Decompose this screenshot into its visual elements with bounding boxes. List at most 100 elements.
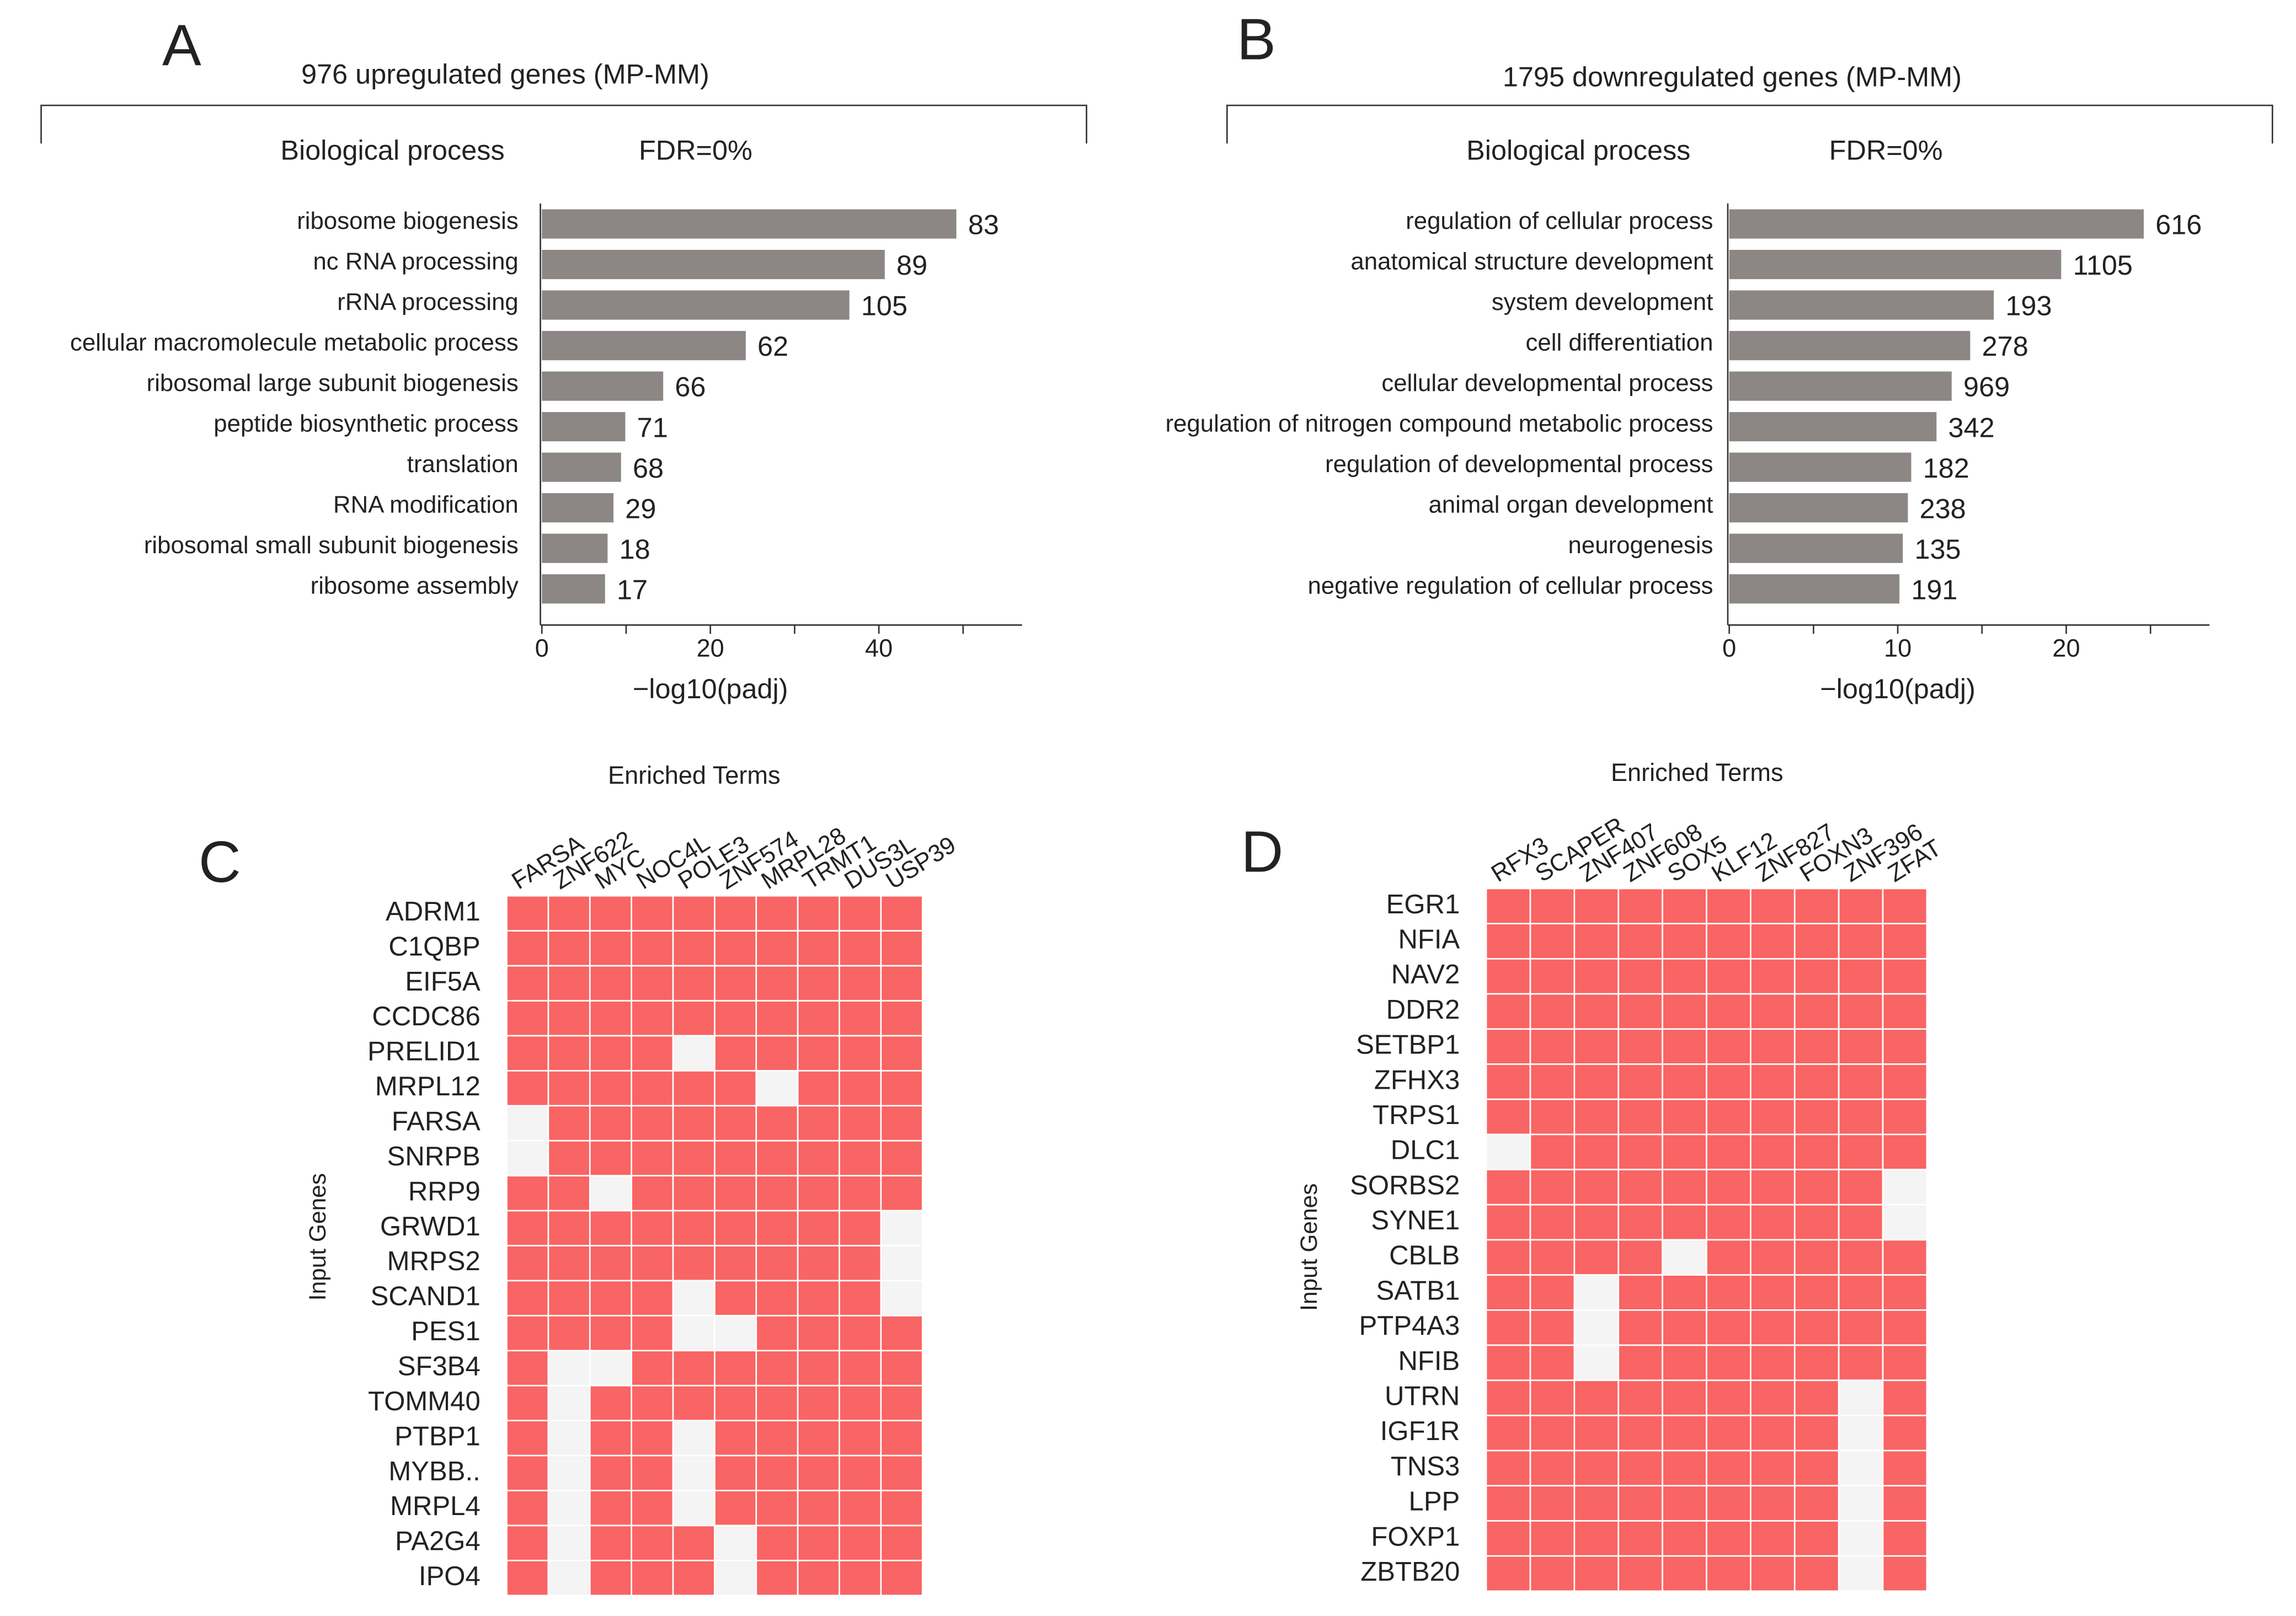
heat-cell xyxy=(1882,1309,1928,1346)
heat-cell xyxy=(506,930,549,967)
category-label: ribosome biogenesis xyxy=(297,207,519,234)
heat-cell xyxy=(1573,1098,1620,1136)
heat-cell xyxy=(1706,887,1752,924)
heat-cell xyxy=(1529,1203,1576,1241)
heat-cell xyxy=(1838,923,1884,960)
heat-cell xyxy=(1662,1063,1707,1100)
heat-cell xyxy=(1706,958,1752,995)
heat-cell xyxy=(1529,1098,1576,1136)
heat-cell xyxy=(1485,1203,1531,1241)
heat-cell xyxy=(1573,923,1620,960)
row-label: MRPS2 xyxy=(387,1246,480,1276)
heat-cell xyxy=(1485,1415,1531,1452)
category-label: nc RNA processing xyxy=(313,248,518,275)
heat-cell xyxy=(1750,1379,1796,1416)
heat-cell xyxy=(631,1245,674,1282)
heat-cell xyxy=(1793,1239,1840,1276)
gene-count: 29 xyxy=(625,493,656,524)
heat-cell xyxy=(631,1490,674,1527)
heat-cell xyxy=(1838,1274,1884,1311)
row-label: CBLB xyxy=(1389,1241,1460,1271)
heat-cell xyxy=(1882,1344,1928,1382)
x-axis-label: −log10(padj) xyxy=(633,673,788,704)
heat-cell xyxy=(1529,1379,1576,1416)
heat-cell xyxy=(880,1035,923,1072)
heat-cell xyxy=(839,965,882,1002)
heat-cell xyxy=(506,1315,549,1352)
gene-count: 278 xyxy=(1982,330,2028,362)
heat-cell xyxy=(797,1315,840,1352)
heat-cell xyxy=(1882,993,1928,1030)
heat-cell xyxy=(1617,1449,1663,1487)
heat-cell xyxy=(547,1210,591,1246)
heat-cell xyxy=(547,1175,591,1212)
heat-cell xyxy=(589,1070,633,1107)
heat-cell xyxy=(1573,1309,1620,1346)
heat-cell xyxy=(1838,1379,1884,1416)
heat-cell xyxy=(1617,1203,1663,1241)
heat-cell xyxy=(547,895,591,932)
category-label: cell differentiation xyxy=(1526,329,1713,356)
category-label: cellular developmental process xyxy=(1381,370,1713,397)
category-label: translation xyxy=(407,451,519,478)
heat-cell xyxy=(1793,1485,1840,1522)
heat-cell xyxy=(1750,1309,1796,1346)
heat-cell xyxy=(1750,1063,1796,1100)
heat-cell xyxy=(1617,993,1663,1030)
heat-cell xyxy=(714,1000,757,1037)
heat-cell xyxy=(880,1000,923,1037)
heat-cell xyxy=(1706,1379,1752,1416)
x-tick-label: 40 xyxy=(865,634,893,662)
gene-count: 68 xyxy=(633,452,664,484)
heat-cell xyxy=(1793,1344,1840,1382)
heat-cell xyxy=(755,1490,799,1527)
heat-cell xyxy=(1882,1555,1928,1592)
row-label: MRPL12 xyxy=(375,1072,480,1101)
bar xyxy=(1729,493,1908,523)
heat-cell xyxy=(1529,958,1576,995)
heat-cell xyxy=(797,1035,840,1072)
heat-cell xyxy=(797,1280,840,1317)
heat-cell xyxy=(589,1384,633,1422)
heat-cell xyxy=(839,1384,882,1422)
heat-cell xyxy=(1882,1063,1928,1100)
heat-cell xyxy=(1617,958,1663,995)
bar xyxy=(1729,452,1911,482)
heat-cell xyxy=(1838,958,1884,995)
heat-cell xyxy=(1838,1203,1884,1241)
heat-cell xyxy=(839,1000,882,1037)
heat-cell xyxy=(547,1560,591,1597)
bar xyxy=(1729,574,1900,604)
heat-cell xyxy=(1485,1520,1531,1557)
category-label: system development xyxy=(1492,288,1713,315)
heat-cell xyxy=(1662,1449,1707,1487)
heat-cell xyxy=(1706,1028,1752,1065)
heat-cell xyxy=(1793,1274,1840,1311)
heat-cell xyxy=(1882,887,1928,924)
heat-cell xyxy=(1793,923,1840,960)
heat-cell xyxy=(589,930,633,967)
heat-cell xyxy=(631,1000,674,1037)
heat-cell xyxy=(839,1175,882,1212)
heat-cell xyxy=(547,1280,591,1317)
heat-cell xyxy=(839,1315,882,1352)
heat-cell xyxy=(506,1454,549,1491)
row-label: MRPL4 xyxy=(390,1491,480,1521)
heat-cell xyxy=(1793,1309,1840,1346)
header-left: Biological process xyxy=(1466,134,1690,165)
heat-cell xyxy=(1838,1520,1884,1557)
heat-cell xyxy=(1617,1344,1663,1382)
heat-cell xyxy=(631,1524,674,1561)
heat-cell xyxy=(755,1070,799,1107)
heat-cell xyxy=(589,1139,633,1177)
heat-cell xyxy=(589,1420,633,1457)
row-label: DLC1 xyxy=(1391,1136,1460,1165)
heat-cell xyxy=(1485,1133,1531,1170)
heat-cell xyxy=(631,1420,674,1457)
row-label: PA2G4 xyxy=(395,1527,480,1556)
heat-cell xyxy=(797,1454,840,1491)
heat-cell xyxy=(1485,1379,1531,1416)
heat-cell xyxy=(1617,923,1663,960)
heat-cell xyxy=(1750,1485,1796,1522)
panel-letter: B xyxy=(1237,7,1276,72)
